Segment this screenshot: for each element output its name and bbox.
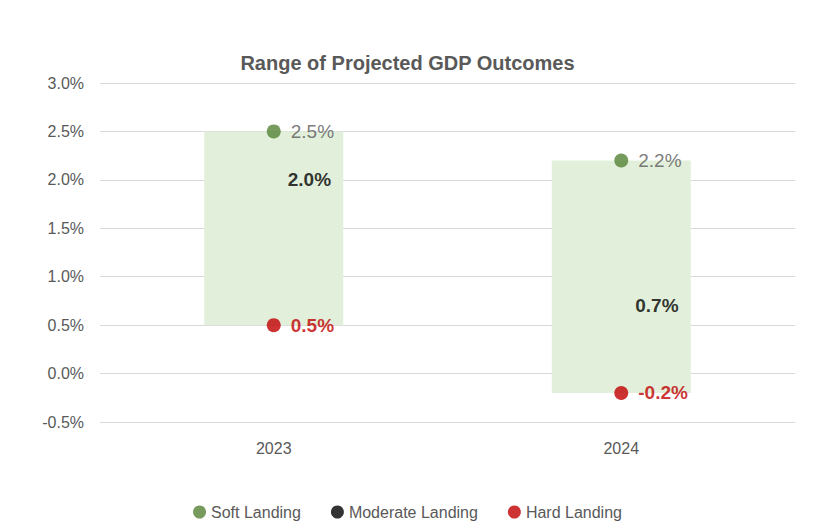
svg-text:2.0%: 2.0% xyxy=(288,169,331,190)
svg-text:2.5%: 2.5% xyxy=(48,123,84,140)
svg-text:Range of Projected GDP Outcome: Range of Projected GDP Outcomes xyxy=(240,52,574,74)
svg-text:3.0%: 3.0% xyxy=(48,75,84,92)
svg-text:2.5%: 2.5% xyxy=(291,121,334,142)
svg-text:0.5%: 0.5% xyxy=(48,317,84,334)
svg-text:Hard Landing: Hard Landing xyxy=(526,504,622,521)
svg-text:Soft Landing: Soft Landing xyxy=(211,504,301,521)
svg-text:-0.2%: -0.2% xyxy=(638,382,688,403)
svg-text:Moderate Landing: Moderate Landing xyxy=(349,504,478,521)
svg-text:-0.5%: -0.5% xyxy=(42,414,84,431)
svg-text:0.5%: 0.5% xyxy=(291,315,334,336)
svg-text:2023: 2023 xyxy=(256,440,292,457)
svg-text:1.5%: 1.5% xyxy=(48,220,84,237)
svg-text:2024: 2024 xyxy=(603,440,639,457)
svg-text:0.7%: 0.7% xyxy=(635,295,678,316)
svg-text:2.2%: 2.2% xyxy=(638,150,681,171)
svg-text:0.0%: 0.0% xyxy=(48,365,84,382)
svg-text:2.0%: 2.0% xyxy=(48,171,84,188)
svg-text:1.0%: 1.0% xyxy=(48,268,84,285)
